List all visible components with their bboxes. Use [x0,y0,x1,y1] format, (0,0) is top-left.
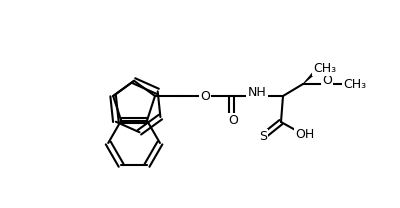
Text: S: S [259,130,267,144]
Text: CH₃: CH₃ [344,78,366,90]
Text: OH: OH [295,129,315,141]
Polygon shape [303,69,318,84]
Text: O: O [200,89,210,103]
Text: CH₃: CH₃ [314,62,336,74]
Text: O: O [228,114,238,128]
Text: O: O [322,74,332,88]
Text: NH: NH [248,87,266,99]
